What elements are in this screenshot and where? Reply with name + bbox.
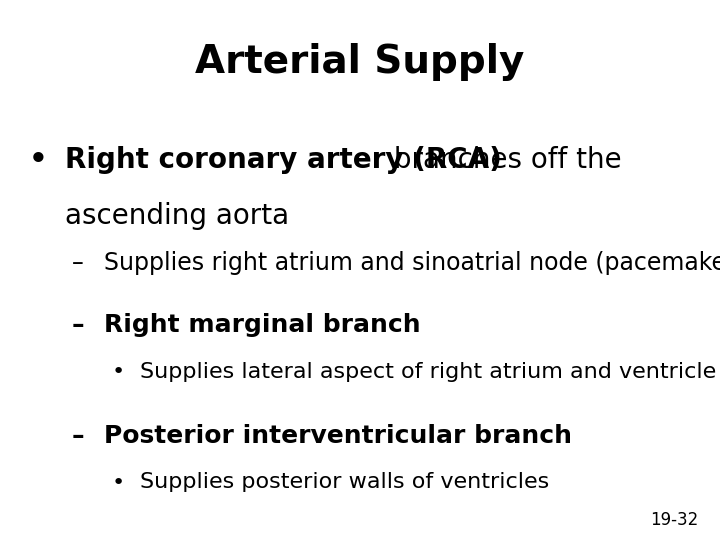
- Text: branches off the: branches off the: [385, 146, 622, 174]
- Text: Right coronary artery (RCA): Right coronary artery (RCA): [65, 146, 502, 174]
- Text: 19-32: 19-32: [650, 511, 698, 529]
- Text: Supplies right atrium and sinoatrial node (pacemaker): Supplies right atrium and sinoatrial nod…: [104, 251, 720, 275]
- Text: –: –: [72, 251, 84, 275]
- Text: •: •: [112, 362, 125, 382]
- Text: •: •: [112, 472, 125, 492]
- Text: Posterior interventricular branch: Posterior interventricular branch: [104, 424, 572, 448]
- Text: Supplies lateral aspect of right atrium and ventricle: Supplies lateral aspect of right atrium …: [140, 362, 716, 382]
- Text: •: •: [29, 146, 48, 174]
- Text: Arterial Supply: Arterial Supply: [195, 43, 525, 81]
- Text: ascending aorta: ascending aorta: [65, 202, 289, 231]
- Text: –: –: [72, 313, 85, 337]
- Text: Supplies posterior walls of ventricles: Supplies posterior walls of ventricles: [140, 472, 549, 492]
- Text: Right marginal branch: Right marginal branch: [104, 313, 421, 337]
- Text: –: –: [72, 424, 85, 448]
